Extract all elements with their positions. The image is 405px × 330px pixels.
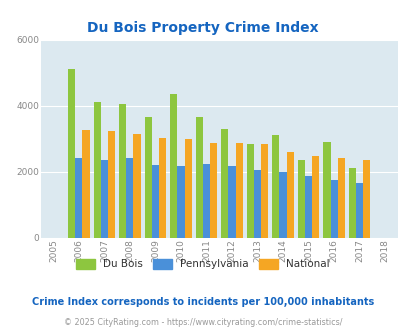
Bar bbox=[297, 160, 304, 238]
Text: © 2025 CityRating.com - https://www.cityrating.com/crime-statistics/: © 2025 CityRating.com - https://www.city… bbox=[64, 318, 341, 327]
Bar bbox=[311, 156, 318, 238]
Bar bbox=[170, 94, 177, 238]
Bar bbox=[322, 142, 330, 238]
Bar bbox=[279, 172, 286, 238]
Bar bbox=[228, 166, 235, 238]
Bar bbox=[304, 176, 311, 238]
Bar bbox=[195, 117, 202, 238]
Bar bbox=[133, 134, 140, 238]
Bar bbox=[100, 160, 108, 238]
Bar bbox=[337, 157, 344, 238]
Bar bbox=[209, 143, 217, 238]
Bar bbox=[355, 183, 362, 238]
Bar bbox=[94, 102, 100, 238]
Bar bbox=[330, 180, 337, 238]
Bar bbox=[272, 135, 279, 238]
Bar bbox=[75, 158, 82, 238]
Legend: Du Bois, Pennsylvania, National: Du Bois, Pennsylvania, National bbox=[72, 255, 333, 274]
Bar bbox=[177, 166, 184, 238]
Bar bbox=[82, 130, 90, 238]
Bar bbox=[362, 160, 369, 238]
Bar bbox=[119, 104, 126, 238]
Text: Crime Index corresponds to incidents per 100,000 inhabitants: Crime Index corresponds to incidents per… bbox=[32, 297, 373, 307]
Bar bbox=[159, 138, 166, 238]
Bar bbox=[126, 158, 133, 238]
Bar bbox=[151, 165, 159, 238]
Bar bbox=[286, 152, 293, 238]
Bar bbox=[144, 117, 151, 238]
Text: Du Bois Property Crime Index: Du Bois Property Crime Index bbox=[87, 21, 318, 35]
Bar bbox=[246, 144, 253, 238]
Bar bbox=[235, 143, 242, 238]
Bar bbox=[348, 168, 355, 238]
Bar bbox=[108, 131, 115, 238]
Bar bbox=[184, 139, 191, 238]
Bar bbox=[260, 145, 268, 238]
Bar bbox=[253, 170, 260, 238]
Bar bbox=[221, 129, 228, 238]
Bar bbox=[202, 164, 209, 238]
Bar bbox=[68, 69, 75, 238]
